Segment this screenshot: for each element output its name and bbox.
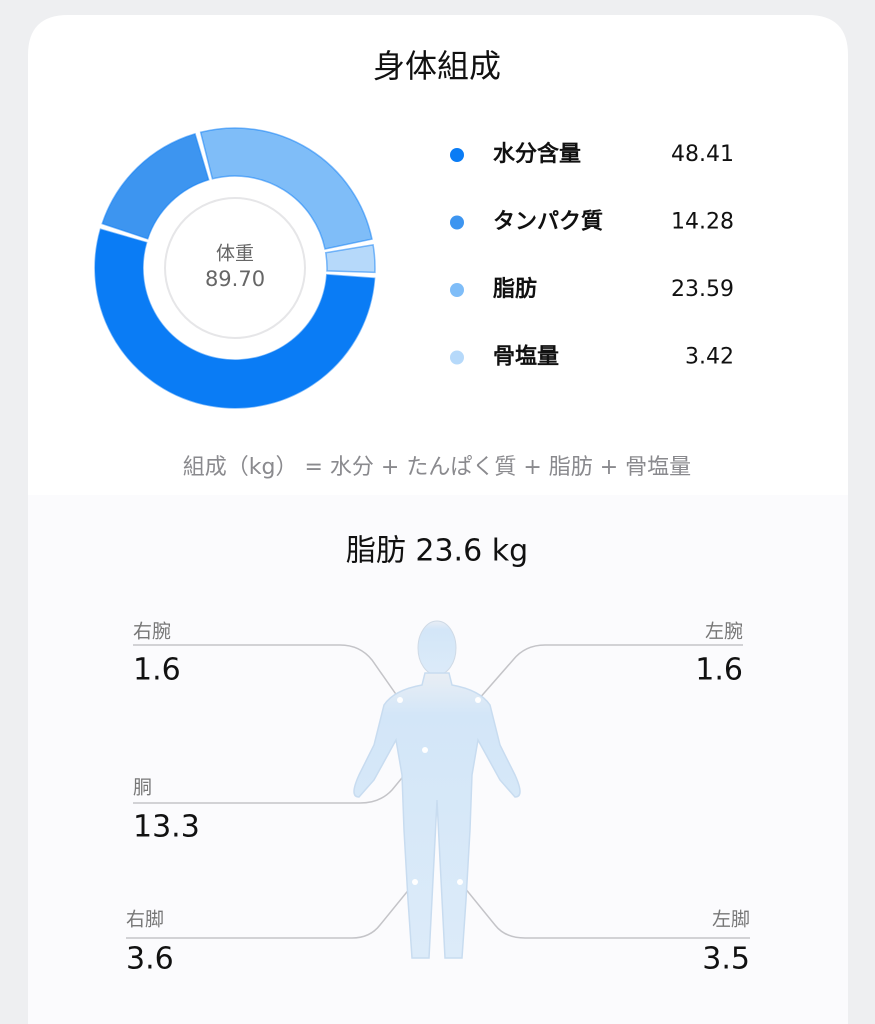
legend-value: 23.59 [671,277,734,302]
title: 身体組成 [373,47,501,85]
fat-title: 脂肪 23.6 kg [346,534,528,569]
part-value: 1.6 [133,653,181,688]
donut-segment [199,127,373,250]
legend-dot [450,148,464,162]
part-label: 胴 [133,777,152,799]
body-head [417,620,457,676]
part-value: 3.5 [702,942,750,977]
part-value: 3.6 [126,942,174,977]
leader-lines [126,644,750,939]
part-value: 13.3 [133,810,200,845]
donut-segment [101,132,210,240]
part-label: 右腕 [133,621,171,643]
formula: 組成（kg） = 水分 + たんぱく質 + 脂肪 + 骨塩量 [183,455,691,480]
part-value: 1.6 [695,653,743,688]
body-points [397,697,481,885]
center-label: 体重 [216,243,254,265]
legend-label: 骨塩量 [493,344,559,370]
part-label: 右脚 [126,909,164,931]
legend-label: 水分含量 [493,141,581,167]
legend-label: 脂肪 [493,276,537,302]
part-label: 左腕 [705,621,743,643]
legend-value: 14.28 [671,210,734,235]
legend-label: タンパク質 [493,210,603,235]
part-label: 左脚 [712,909,750,931]
center-value: 89.70 [205,267,265,291]
legend-value: 3.42 [685,345,734,370]
donut-segment [94,228,376,409]
center-circle [164,197,306,339]
body-figure [353,672,521,959]
legend-value: 48.41 [671,142,734,167]
donut-segment [324,243,376,274]
legend-dot [450,283,464,297]
legend-dot [450,350,464,365]
legend-dot [450,215,464,230]
